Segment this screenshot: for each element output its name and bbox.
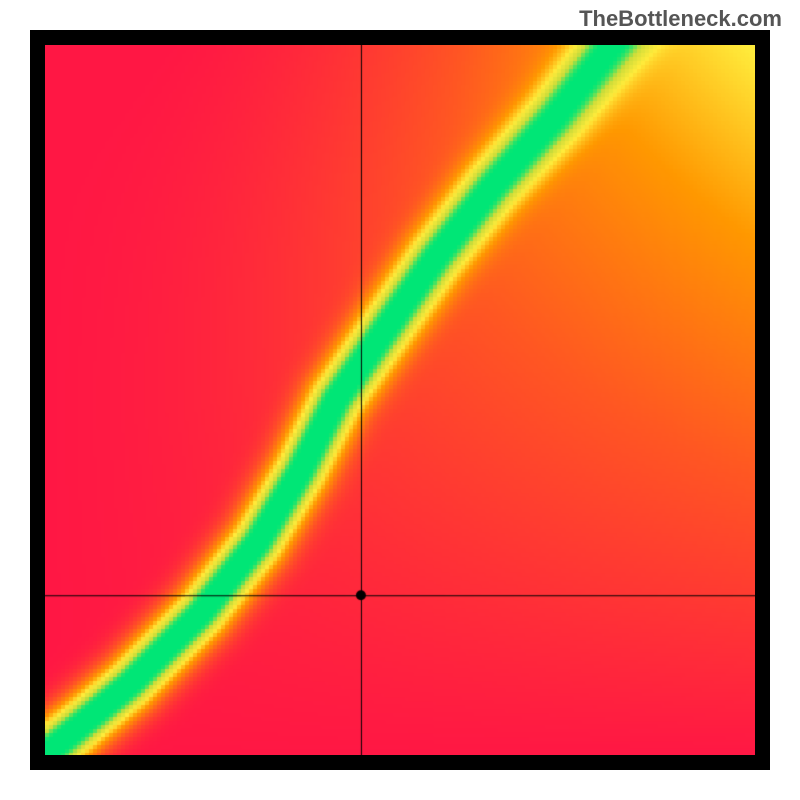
plot-frame — [30, 30, 770, 770]
heatmap-canvas — [45, 45, 755, 755]
watermark-text: TheBottleneck.com — [579, 6, 782, 32]
